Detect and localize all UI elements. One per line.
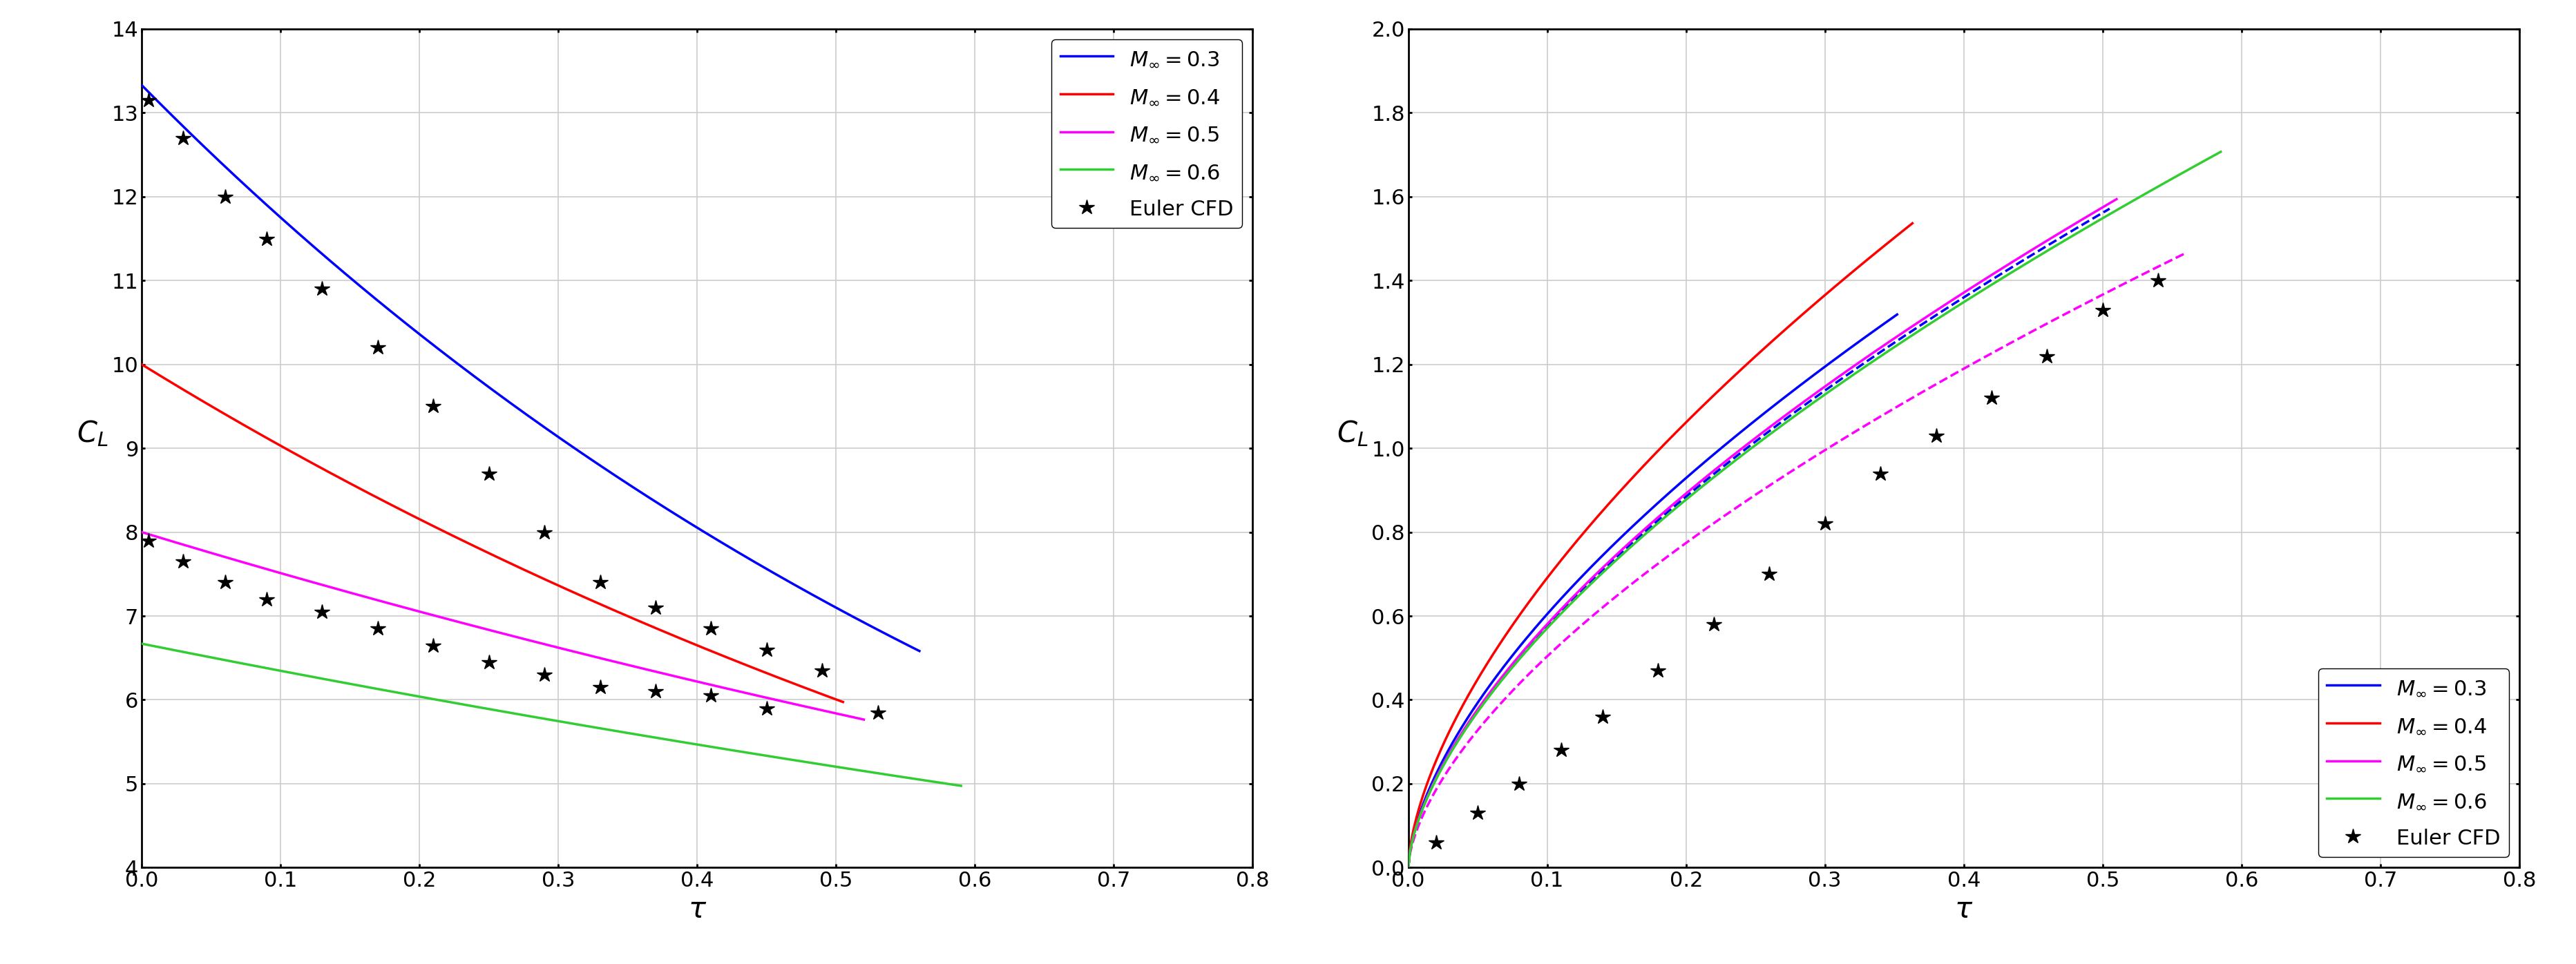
Y-axis label: $C_L$: $C_L$ [1337, 418, 1368, 448]
Legend: $M_{\infty} = 0.3$, $M_{\infty} = 0.4$, $M_{\infty} = 0.5$, $M_{\infty} = 0.6$, : $M_{\infty} = 0.3$, $M_{\infty} = 0.4$, … [2318, 669, 2509, 857]
X-axis label: $\tau$: $\tau$ [688, 895, 706, 924]
Y-axis label: $C_L$: $C_L$ [77, 418, 108, 448]
X-axis label: $\tau$: $\tau$ [1955, 895, 1973, 924]
Legend: $M_{\infty} = 0.3$, $M_{\infty} = 0.4$, $M_{\infty} = 0.5$, $M_{\infty} = 0.6$, : $M_{\infty} = 0.3$, $M_{\infty} = 0.4$, … [1051, 40, 1242, 228]
